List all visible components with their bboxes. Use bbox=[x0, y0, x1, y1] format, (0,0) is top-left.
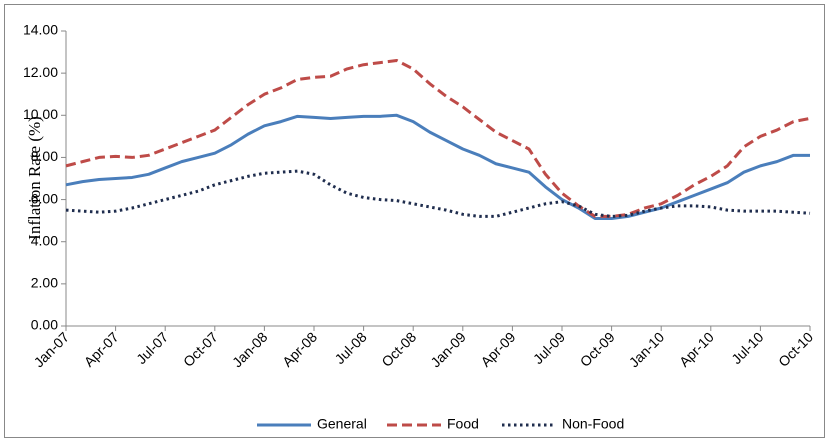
y-tick-label: 4.00 bbox=[31, 232, 58, 248]
y-tick-label: 2.00 bbox=[31, 275, 58, 291]
y-tick-label: 14.00 bbox=[23, 22, 58, 38]
y-tick-label: 12.00 bbox=[23, 64, 58, 80]
series-line bbox=[65, 113, 810, 221]
y-axis-label: Inflation Rate (%) bbox=[25, 116, 44, 240]
y-tick-label: 8.00 bbox=[31, 148, 58, 164]
series-line bbox=[65, 169, 811, 218]
y-tick-label: 6.00 bbox=[31, 190, 58, 206]
series-line bbox=[65, 59, 811, 218]
legend-label: General bbox=[317, 416, 367, 432]
y-tick-label: 10.00 bbox=[23, 106, 58, 122]
y-tick-label: 0.00 bbox=[31, 317, 58, 333]
chart-frame bbox=[4, 4, 825, 438]
legend-label: Non-Food bbox=[562, 416, 624, 432]
legend-label: Food bbox=[447, 416, 479, 432]
